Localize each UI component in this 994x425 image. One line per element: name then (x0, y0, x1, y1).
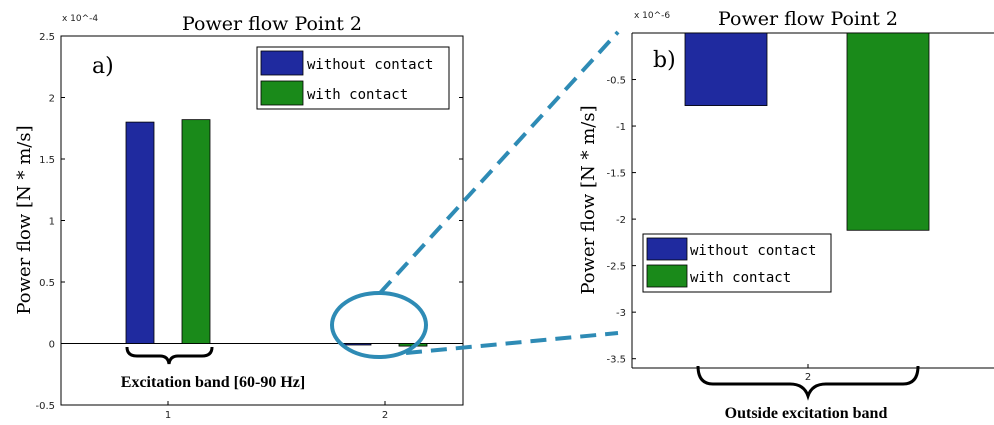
chart-b-y-tick-label: -2.5 (606, 262, 626, 273)
chart-a-y-tick-label: 1 (49, 217, 55, 228)
chart-a-bars (125, 119, 428, 347)
chart-a-legend-swatch-without-contact (260, 50, 304, 76)
chart-a-x-tick-label: 2 (382, 410, 388, 421)
chart-a-legend-with-contact: with contact (307, 87, 408, 103)
chart-a-y-tick-label: -0.5 (35, 401, 55, 412)
chart-a-y-tick-label: 1.5 (39, 155, 55, 166)
chart-b-y-tick-label: -1.5 (606, 169, 626, 180)
chart-a-bar-with-contact-1 (181, 119, 211, 344)
chart-b: Power flow Point 2 x 10^-6 Power flow [N… (578, 8, 994, 422)
chart-b-title: Power flow Point 2 (718, 8, 898, 30)
chart-b-legend-swatch-without-contact (646, 237, 688, 261)
outside-band-label: Outside excitation band (725, 405, 888, 422)
outside-band-brace (696, 365, 920, 401)
chart-b-y-tick-label: -1 (616, 122, 626, 133)
excitation-band-label: Excitation band [60-90 Hz] (121, 374, 305, 391)
chart-a-legend: without contact with contact (256, 46, 450, 110)
chart-a-y-tick-label: 0.5 (39, 278, 55, 289)
chart-a-y-exponent: x 10^-4 (62, 14, 98, 24)
chart-b-y-tick-label: -2 (616, 215, 626, 226)
chart-b-bar-without-contact (684, 32, 768, 106)
chart-a-panel-label: a) (92, 54, 114, 79)
chart-a-y-tick-label: 2 (49, 94, 55, 105)
chart-b-y-exponent: x 10^-6 (634, 11, 670, 21)
chart-a-legend-without-contact: without contact (307, 57, 433, 73)
chart-b-y-axis-label: Power flow [N * m/s] (578, 105, 599, 294)
chart-b-legend-without-contact: without contact (690, 243, 816, 259)
chart-b-y-tick-label: -3.5 (606, 355, 626, 366)
chart-a-y-tick-label: 0 (49, 340, 55, 351)
chart-b-x-tick-label: 2 (805, 372, 811, 383)
chart-a-y-axis-label: Power flow [N * m/s] (14, 125, 35, 314)
chart-b-panel-label: b) (653, 48, 676, 73)
zoom-connector-bottom (405, 331, 619, 355)
chart-b-legend-with-contact: with contact (690, 270, 791, 286)
chart-b-y-tick-label: -3 (616, 308, 626, 319)
chart-a-bar-without-contact-2 (342, 343, 372, 346)
chart-a-bar-without-contact-1 (125, 121, 155, 344)
chart-b-y-tick-label: -0.5 (606, 76, 626, 87)
chart-b-y-ticks: -0.5 -1 -1.5 -2 -2.5 -3 -3.5 (606, 76, 636, 366)
zoom-connector-top (378, 30, 620, 295)
chart-a: Power flow Point 2 x 10^-4 Power flow [N… (14, 13, 464, 421)
chart-a-x-tick-label: 1 (165, 410, 171, 421)
chart-b-bars (684, 32, 930, 231)
chart-a-legend-swatch-with-contact (260, 80, 304, 106)
chart-b-legend: without contact with contact (642, 233, 832, 293)
zoom-ellipse (330, 291, 428, 359)
chart-a-title: Power flow Point 2 (182, 13, 362, 35)
chart-a-y-ticks: -0.5 0 0.5 1 1.5 2 2.5 (35, 32, 463, 412)
excitation-band-brace (125, 346, 214, 365)
chart-b-bar-with-contact (846, 32, 930, 231)
chart-a-y-tick-label: 2.5 (39, 32, 55, 43)
chart-b-legend-swatch-with-contact (646, 264, 688, 288)
